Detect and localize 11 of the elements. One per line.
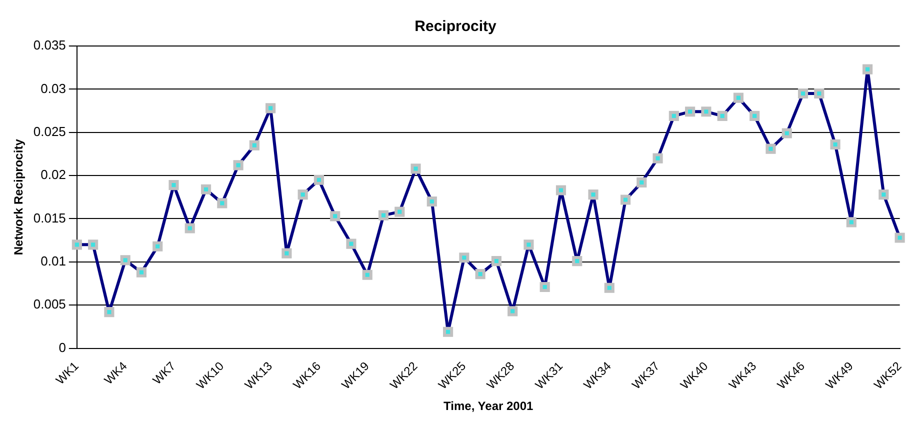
y-tick-label: 0.015 [33,210,66,226]
y-tick-label: 0.035 [33,38,66,53]
y-axis-title: Network Reciprocity [12,138,26,256]
y-tick-label: 0.02 [40,167,66,182]
y-tick-label: 0.025 [33,124,66,139]
y-tick-label: 0.005 [33,296,66,312]
y-tick-label: 0 [58,340,66,355]
chart-title: Reciprocity [414,18,497,36]
x-axis-title: Time, Year 2001 [444,399,534,414]
y-tick-label: 0.03 [40,80,66,96]
y-tick-label: 0.01 [40,254,66,269]
